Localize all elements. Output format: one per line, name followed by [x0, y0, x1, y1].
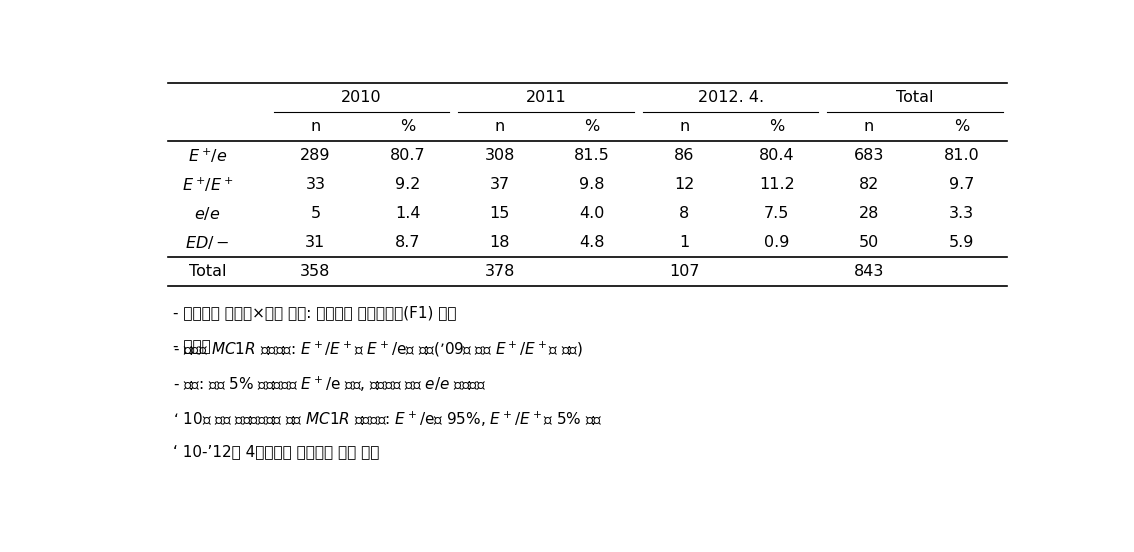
Text: $e/e$: $e/e$ — [194, 205, 221, 222]
Text: %: % — [769, 119, 785, 134]
Text: - 종모우: - 종모우 — [172, 339, 215, 354]
Text: 5.9: 5.9 — [948, 235, 974, 250]
Text: 2012. 4.: 2012. 4. — [697, 90, 763, 105]
Text: n: n — [679, 119, 689, 134]
Text: 31: 31 — [305, 235, 325, 250]
Text: 9.8: 9.8 — [579, 177, 604, 192]
Text: 107: 107 — [669, 264, 700, 279]
Text: 289: 289 — [301, 148, 331, 163]
Text: 358: 358 — [301, 264, 330, 279]
Text: Total: Total — [189, 264, 227, 279]
Text: ‘ 10년 이후 실용화축군의 추정 $MC1R$ 유전자형: $E^+$/e가 95%, $E^+/E^+$가 5% 정도: ‘ 10년 이후 실용화축군의 추정 $MC1R$ 유전자형: $E^+$/e가… — [172, 409, 602, 428]
Text: $E^+\!/E^+$: $E^+\!/E^+$ — [181, 175, 234, 194]
Text: - 제주흑우 종모우×농가 한우: 인공수정 실용화축군(F1) 생산: - 제주흑우 종모우×농가 한우: 인공수정 실용화축군(F1) 생산 — [172, 305, 456, 320]
Text: 28: 28 — [858, 206, 879, 221]
Text: 683: 683 — [854, 148, 885, 163]
Text: 0.9: 0.9 — [764, 235, 789, 250]
Text: 378: 378 — [484, 264, 515, 279]
Text: 1: 1 — [679, 235, 689, 250]
Text: n: n — [864, 119, 874, 134]
Text: 18: 18 — [490, 235, 510, 250]
Text: $ED/-$: $ED/-$ — [185, 233, 230, 251]
Text: $E^+\!/e$: $E^+\!/e$ — [188, 146, 227, 164]
Text: 50: 50 — [858, 235, 879, 250]
Text: - 한우: 전체 5% 정도에서만 $E^+$/e 발견, 나머지는 모두 $e/e$ 유전자형: - 한우: 전체 5% 정도에서만 $E^+$/e 발견, 나머지는 모두 $e… — [172, 374, 485, 394]
Text: 81.0: 81.0 — [943, 148, 979, 163]
Text: 9.7: 9.7 — [948, 177, 974, 192]
Text: Total: Total — [896, 90, 934, 105]
Text: n: n — [494, 119, 505, 134]
Text: 4.8: 4.8 — [579, 235, 604, 250]
Text: 11.2: 11.2 — [759, 177, 795, 192]
Text: 2010: 2010 — [341, 90, 382, 105]
Text: 308: 308 — [484, 148, 515, 163]
Text: 15: 15 — [490, 206, 510, 221]
Text: 843: 843 — [854, 264, 885, 279]
Text: n: n — [311, 119, 321, 134]
Text: %: % — [584, 119, 600, 134]
Text: 81.5: 81.5 — [574, 148, 610, 163]
Text: 8: 8 — [679, 206, 689, 221]
Text: 37: 37 — [490, 177, 510, 192]
Text: 82: 82 — [858, 177, 879, 192]
Text: 2011: 2011 — [526, 90, 566, 105]
Text: - 종모우 $MC1R$ 유전자형: $E^+/E^+$와 $E^+$/e로 고정(’09년 이후 $E^+/E^+$만 공급): - 종모우 $MC1R$ 유전자형: $E^+/E^+$와 $E^+$/e로 고… — [172, 339, 583, 359]
Text: 1.4: 1.4 — [395, 206, 421, 221]
Text: 8.7: 8.7 — [395, 235, 421, 250]
Text: 5: 5 — [311, 206, 321, 221]
Text: 86: 86 — [675, 148, 695, 163]
Text: 4.0: 4.0 — [579, 206, 604, 221]
Text: 7.5: 7.5 — [764, 206, 789, 221]
Text: 9.2: 9.2 — [395, 177, 421, 192]
Text: 33: 33 — [305, 177, 325, 192]
Text: %: % — [400, 119, 415, 134]
Text: ‘ 10-’12년 4월까지의 후보축군 분석 결과: ‘ 10-’12년 4월까지의 후보축군 분석 결과 — [172, 444, 379, 459]
Text: 80.7: 80.7 — [390, 148, 425, 163]
Text: 12: 12 — [675, 177, 695, 192]
Text: 3.3: 3.3 — [949, 206, 974, 221]
Text: %: % — [954, 119, 968, 134]
Text: 80.4: 80.4 — [759, 148, 795, 163]
